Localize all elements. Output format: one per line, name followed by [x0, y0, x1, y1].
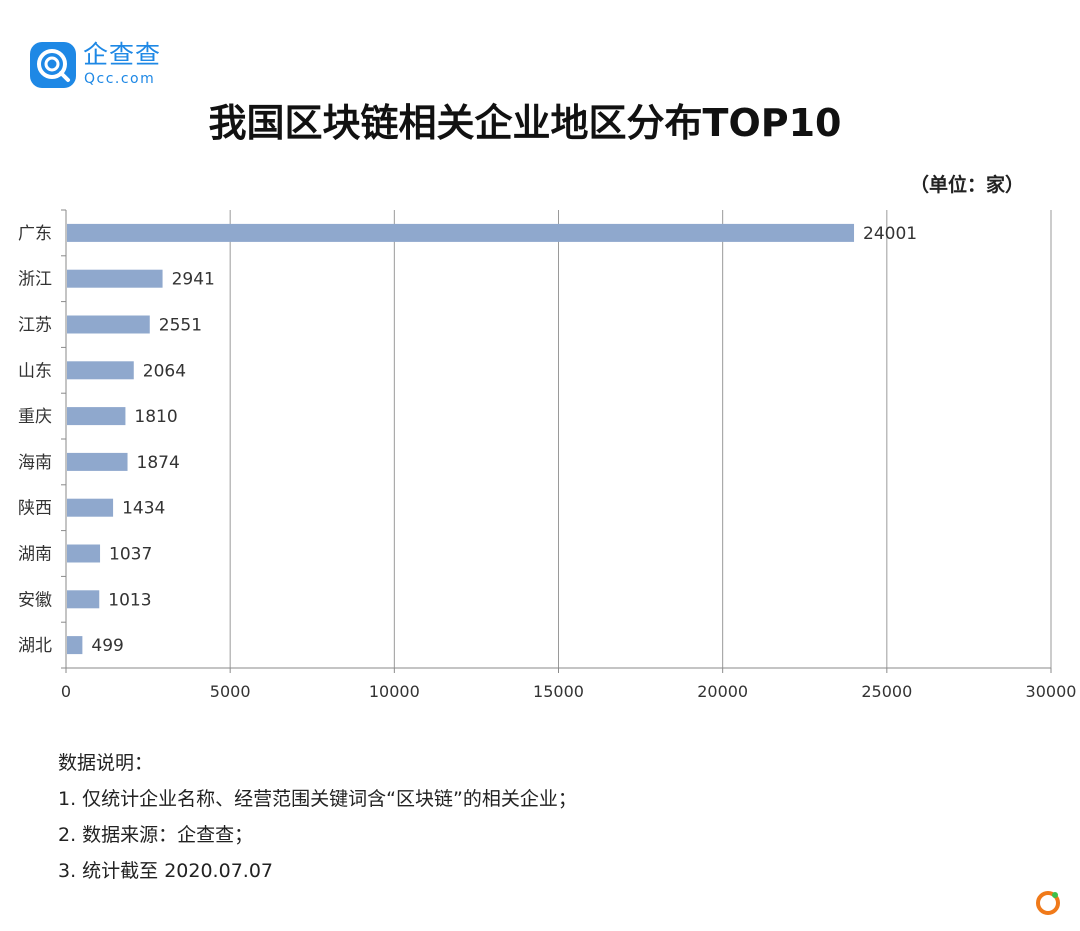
- category-label: 湖南: [18, 545, 52, 565]
- orange-ring-icon: [1036, 891, 1060, 915]
- value-label: 1434: [122, 499, 165, 519]
- value-label: 2941: [172, 270, 215, 290]
- x-tick-label: 20000: [697, 682, 748, 701]
- category-label: 江苏: [18, 316, 52, 336]
- value-label: 1037: [109, 545, 152, 565]
- qcc-logo-icon: [30, 42, 76, 88]
- value-label: 24001: [863, 224, 917, 244]
- value-label: 1013: [108, 590, 151, 610]
- x-tick-label: 5000: [210, 682, 251, 701]
- brand-logo: 企查查 Qcc.com: [30, 40, 180, 92]
- bar: [67, 544, 101, 563]
- brand-name-cn: 企查查: [83, 40, 162, 69]
- value-label: 2064: [143, 361, 186, 381]
- value-label: 2551: [159, 316, 202, 336]
- brand-name-en: Qcc.com: [84, 71, 156, 87]
- x-tick-label: 15000: [533, 682, 584, 701]
- notes-heading: 数据说明：: [58, 752, 154, 774]
- bar: [67, 452, 128, 471]
- notes-item-2: 2. 数据来源：企查查；: [58, 824, 254, 846]
- value-label: 1874: [137, 453, 180, 473]
- chart-title: 我国区块链相关企业地区分布TOP10: [208, 101, 842, 145]
- category-label: 浙江: [18, 270, 52, 290]
- unit-label: （单位：家）: [909, 174, 1024, 196]
- bar: [67, 636, 83, 655]
- notes-item-3: 3. 统计截至 2020.07.07: [58, 860, 273, 882]
- bar: [67, 498, 114, 517]
- x-tick-label: 30000: [1026, 682, 1077, 701]
- bar: [67, 315, 150, 334]
- category-label: 海南: [18, 453, 52, 473]
- bar: [67, 361, 134, 380]
- x-tick-label: 10000: [369, 682, 420, 701]
- x-tick-label: 0: [61, 682, 71, 701]
- bar: [67, 223, 855, 242]
- category-label: 重庆: [18, 407, 52, 427]
- value-label: 1810: [134, 407, 177, 427]
- data-notes: 数据说明： 1. 仅统计企业名称、经营范围关键词含“区块链”的相关企业； 2. …: [58, 745, 577, 889]
- notes-item-1: 1. 仅统计企业名称、经营范围关键词含“区块链”的相关企业；: [58, 788, 577, 810]
- bar: [67, 269, 163, 288]
- category-label: 安徽: [18, 590, 52, 610]
- category-label: 陕西: [18, 499, 52, 519]
- bar: [67, 590, 100, 609]
- x-tick-label: 25000: [861, 682, 912, 701]
- bar: [67, 407, 126, 426]
- value-label: 499: [91, 636, 123, 656]
- category-label: 广东: [18, 224, 52, 244]
- category-label: 山东: [18, 361, 52, 381]
- category-label: 湖北: [18, 636, 52, 656]
- bar-chart: 0 5000 10000 15000 20000 25000 30000 广东 24001 浙江 2…: [18, 209, 1077, 701]
